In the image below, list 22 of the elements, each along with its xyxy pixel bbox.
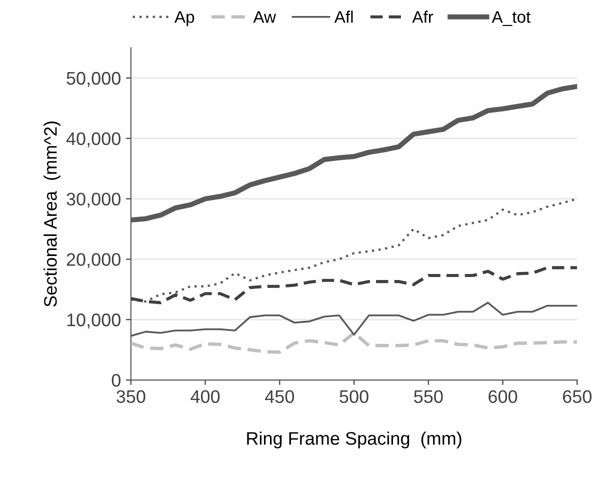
legend-label: Afr [412,10,434,23]
x-tick-label: 550 [414,390,443,403]
legend-label: Afl [334,10,353,23]
x-tick-label: 450 [265,390,294,403]
y-axis-title: Sectional Area (mm^2) [44,121,60,307]
y-tick-label: 40,000 [66,132,120,148]
x-tick-label: 400 [190,390,220,403]
y-tick-label: 10,000 [67,314,120,328]
x-tick-label: 600 [488,390,518,403]
line-series [130,266,578,304]
x-tick-label: 350 [116,390,146,403]
y-tick-label: 50,000 [66,72,120,87]
legend-label: A_tot [492,11,531,26]
legend-label: Ap [174,11,194,26]
legend-label: Aw [253,11,276,23]
y-tick-label: 30,000 [66,192,120,208]
x-axis-title: Ring Frame Spacing (mm) [247,432,462,448]
line-series [130,331,578,354]
y-tick-label: 0 [112,374,120,387]
x-tick-label: 500 [340,390,368,403]
y-tick-label: 20,000 [66,253,120,268]
x-tick-label: 650 [563,390,592,403]
